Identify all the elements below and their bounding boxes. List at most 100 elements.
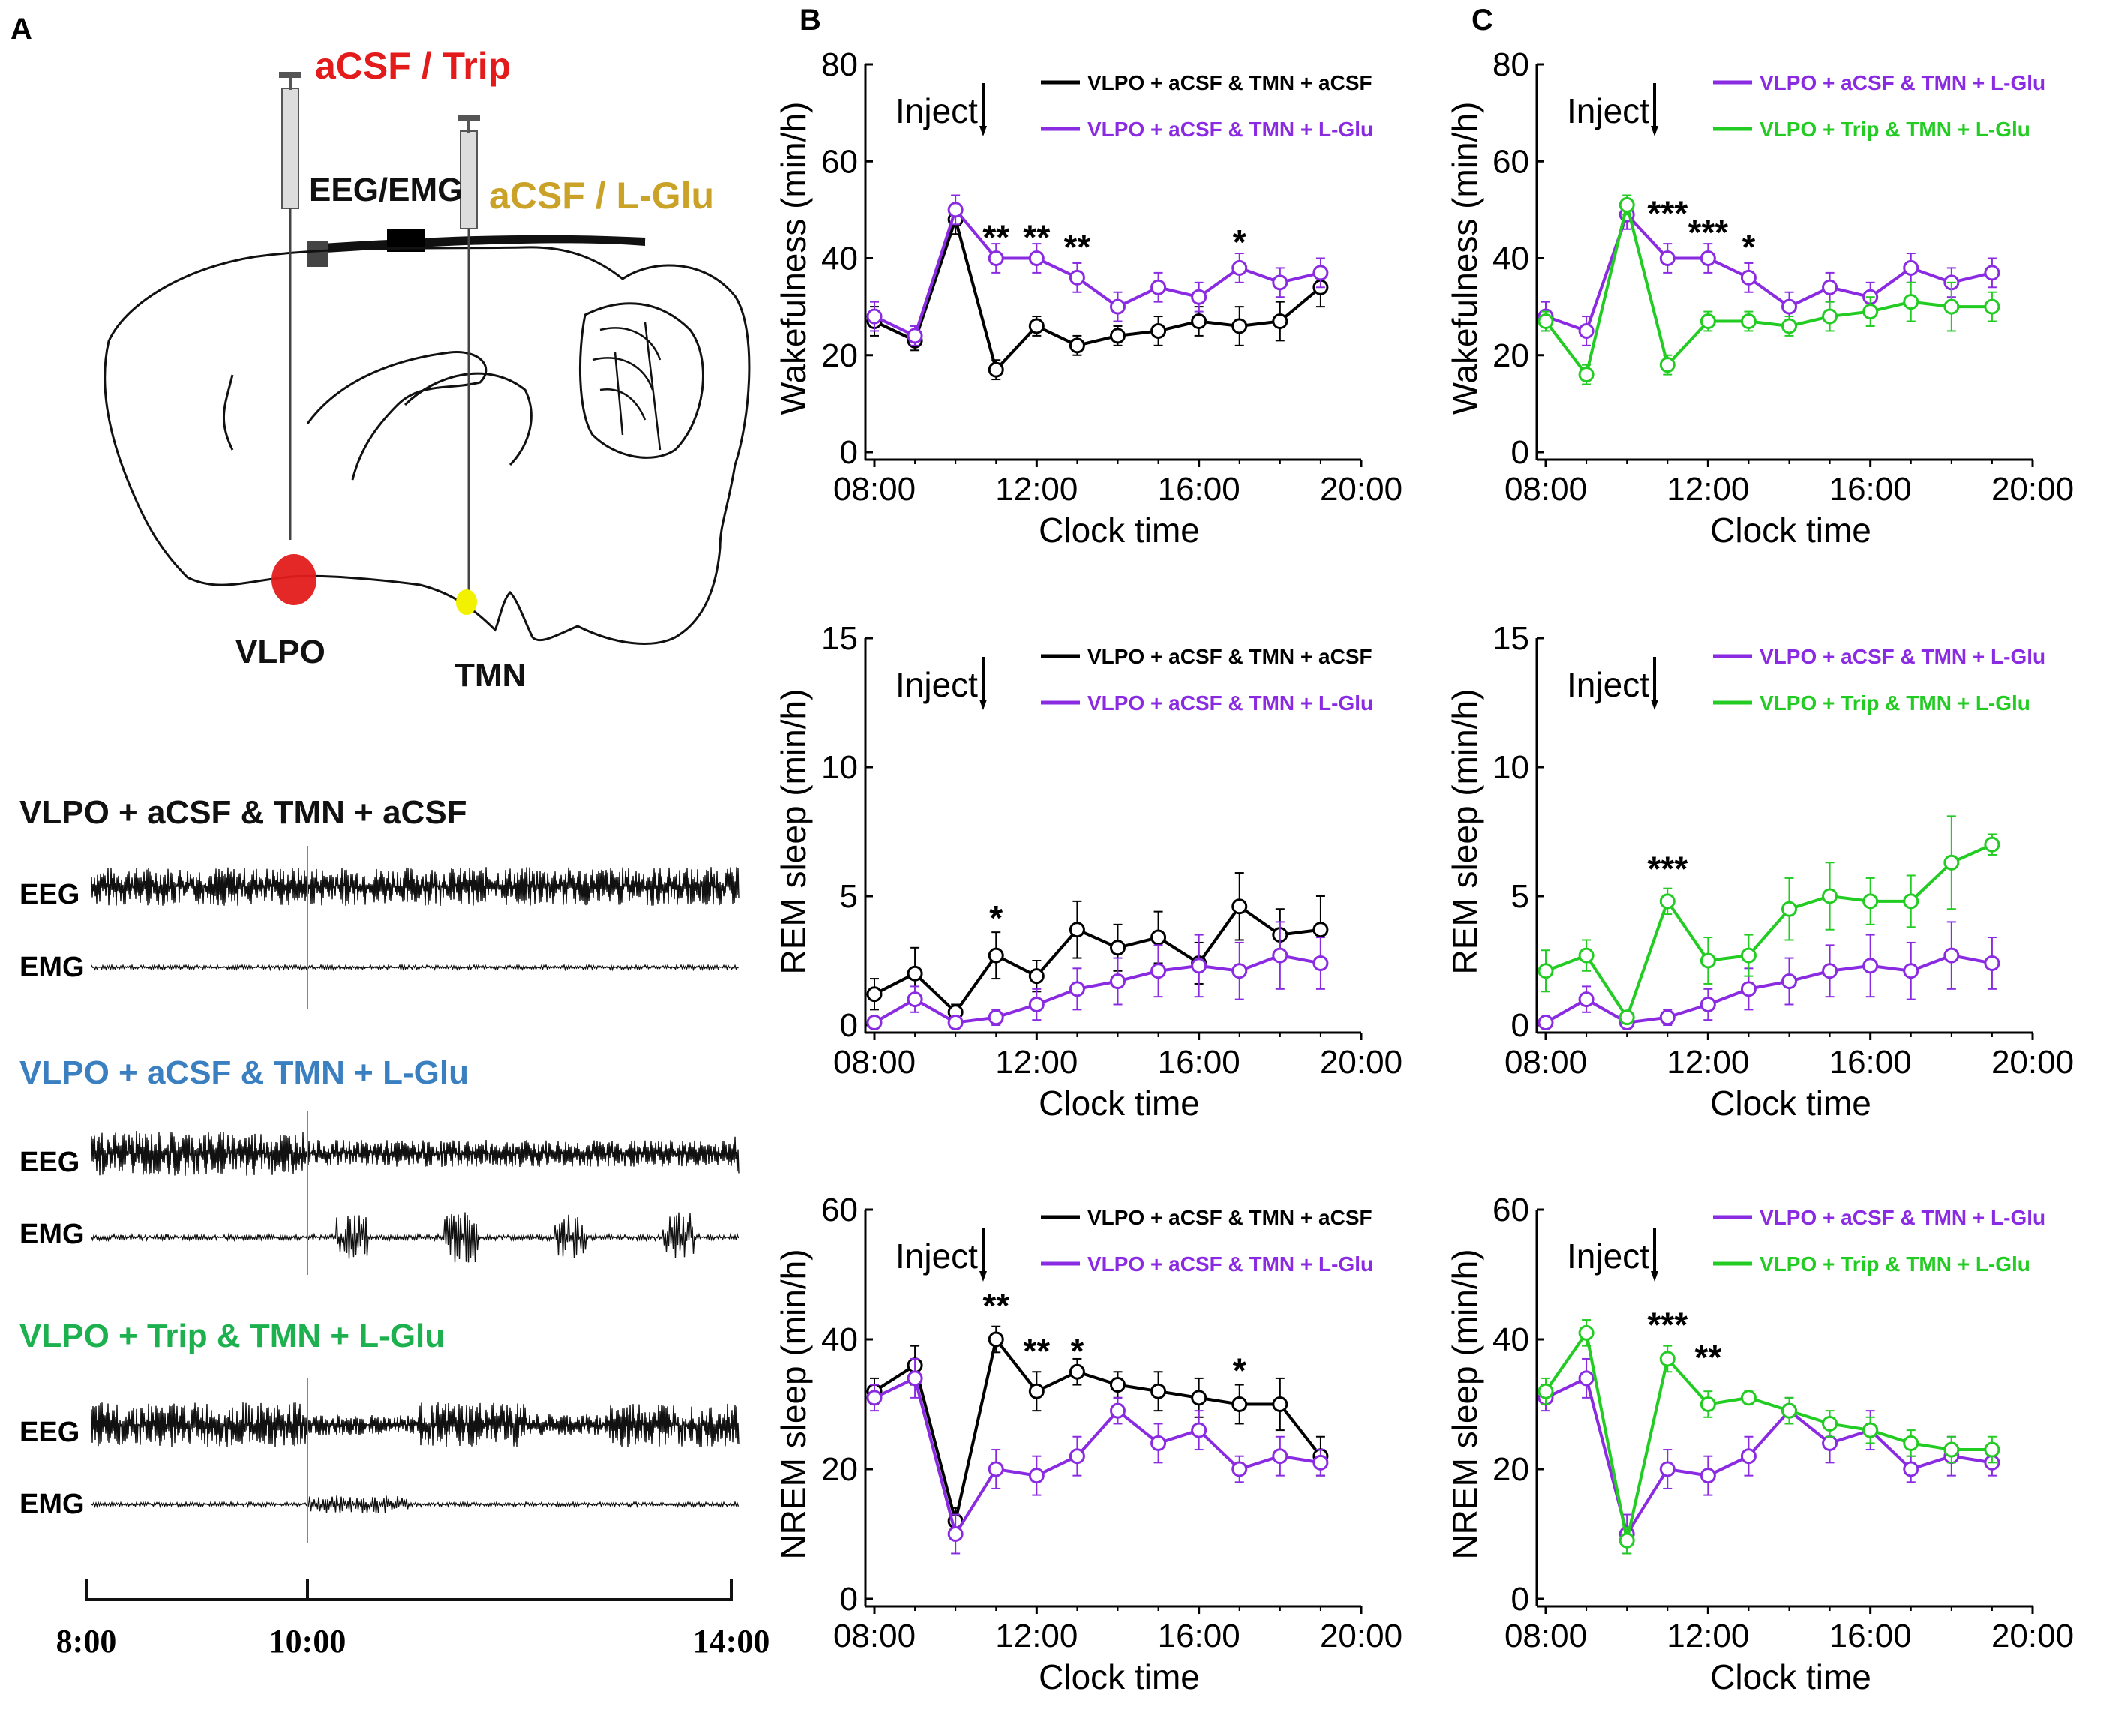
y-tick-label: 60 <box>821 143 858 180</box>
significance-marker: * <box>1233 223 1246 262</box>
trace-time-axis: 8:00 10:00 14:00 <box>56 1579 770 1660</box>
data-point <box>1028 318 1045 334</box>
significance-marker: ** <box>1023 218 1050 257</box>
data-point <box>1862 1422 1879 1438</box>
data-point <box>1903 1461 1919 1477</box>
y-tick-label: 20 <box>1492 337 1529 374</box>
y-tick-label: 60 <box>1492 1192 1529 1228</box>
data-point <box>1659 1009 1676 1026</box>
data-point <box>1069 1363 1085 1380</box>
data-point <box>1028 1468 1045 1484</box>
y-tick-label: 60 <box>821 1192 858 1228</box>
data-point <box>1700 996 1716 1012</box>
data-point <box>1659 893 1676 910</box>
x-tick-label: 08:00 <box>1504 1044 1587 1081</box>
data-point <box>907 328 923 344</box>
trace-title-1: VLPO + aCSF & TMN + aCSF <box>20 794 467 831</box>
x-tick-label: 16:00 <box>1829 1618 1912 1654</box>
x-tick-label: 12:00 <box>1666 1618 1749 1654</box>
data-point <box>1110 973 1126 990</box>
significance-marker: ** <box>982 1286 1010 1325</box>
data-point <box>1659 1351 1676 1367</box>
data-point <box>1903 893 1919 910</box>
emg-trace-3 <box>91 1495 740 1513</box>
chart-c-wakefulness: 0 20 40 60 80 08:00 12:00 16:00 20:00 Clock time W… <box>1445 46 2074 550</box>
time-label-inject: 10:00 <box>269 1623 346 1660</box>
y-tick-label: 5 <box>840 878 858 915</box>
x-axis-label: Clock time <box>1039 1657 1200 1696</box>
data-point <box>1781 298 1797 315</box>
data-point <box>1312 265 1329 281</box>
series-line <box>874 1376 1322 1538</box>
data-point <box>1110 1377 1126 1393</box>
chart-c-nrem: 0 20 40 60 08:00 12:00 16:00 20:00 Clock time NRE… <box>1445 1192 2074 1696</box>
data-point <box>1191 289 1208 305</box>
tmn-label: TMN <box>454 657 526 694</box>
emg-label-2: EMG <box>20 1219 85 1250</box>
data-point <box>1740 947 1756 964</box>
data-point <box>1943 298 1960 315</box>
x-tick-label: 16:00 <box>1158 1044 1240 1081</box>
data-point <box>1781 973 1797 990</box>
series-line <box>873 1336 1322 1522</box>
inject-label: Inject <box>1567 1237 1649 1276</box>
series-line <box>1544 1329 1992 1541</box>
data-point <box>1822 308 1838 325</box>
data-point <box>1069 1448 1085 1465</box>
data-point <box>1822 279 1838 295</box>
y-tick-label: 20 <box>821 1451 858 1488</box>
eeg-trace-3 <box>91 1402 740 1447</box>
y-tick-label: 0 <box>1511 1581 1529 1618</box>
x-axis-label: Clock time <box>1710 1657 1871 1696</box>
x-tick-label: 12:00 <box>995 1618 1078 1654</box>
data-point <box>1578 322 1594 339</box>
panel-letter-a: A <box>10 13 32 46</box>
y-tick-label: 60 <box>1492 143 1529 180</box>
chart-b-rem: 0 5 10 15 08:00 12:00 16:00 20:00 Clock time REM … <box>774 620 1402 1123</box>
data-point <box>988 1009 1004 1026</box>
data-point <box>1781 318 1797 334</box>
data-point <box>1069 981 1085 997</box>
data-point <box>988 947 1004 964</box>
inject-arrowhead-icon <box>1651 700 1658 710</box>
legend-entry: VLPO + aCSF & TMN + aCSF <box>1088 1206 1372 1229</box>
y-axis-label: NREM sleep (min/h) <box>774 1249 813 1559</box>
legend-entry: VLPO + aCSF & TMN + L-Glu <box>1760 1206 2045 1229</box>
y-tick-label: 20 <box>1492 1451 1529 1488</box>
data-point <box>1740 1448 1756 1465</box>
data-point <box>1069 337 1085 354</box>
significance-marker: * <box>1742 228 1755 267</box>
data-point <box>988 1331 1004 1348</box>
cerebellum-folia <box>592 322 662 451</box>
data-point <box>1903 294 1919 310</box>
data-point <box>1069 922 1085 938</box>
data-point <box>1984 955 2000 971</box>
data-point <box>1191 958 1208 974</box>
eeg-emg-label: EEG/EMG <box>309 172 463 208</box>
data-point <box>1232 898 1248 915</box>
data-point <box>1943 854 1960 871</box>
data-point <box>1740 981 1756 997</box>
y-tick-label: 15 <box>821 620 858 657</box>
legend-entry: VLPO + Trip & TMN + L-Glu <box>1760 118 2030 141</box>
x-tick-label: 16:00 <box>1158 1618 1240 1654</box>
data-point <box>1272 313 1288 330</box>
x-tick-label: 16:00 <box>1158 471 1240 508</box>
inject-label: Inject <box>896 1237 978 1276</box>
x-tick-label: 12:00 <box>995 1044 1078 1081</box>
legend-entry: VLPO + Trip & TMN + L-Glu <box>1760 1252 2030 1276</box>
data-point <box>1578 367 1594 383</box>
data-point <box>1618 196 1635 213</box>
hippocampus-outline <box>306 351 488 481</box>
x-tick-label: 20:00 <box>1320 1044 1402 1081</box>
x-axis-label: Clock time <box>1039 1084 1200 1123</box>
inject-label: Inject <box>896 665 978 704</box>
data-point <box>947 1526 964 1542</box>
significance-marker: *** <box>1647 1306 1688 1345</box>
series-line <box>1545 954 1993 1024</box>
data-point <box>1069 269 1085 286</box>
y-axis-label: REM sleep (min/h) <box>1445 689 1484 975</box>
data-point <box>866 1015 883 1031</box>
significance-marker: *** <box>1688 213 1728 252</box>
data-point <box>1150 1383 1167 1399</box>
